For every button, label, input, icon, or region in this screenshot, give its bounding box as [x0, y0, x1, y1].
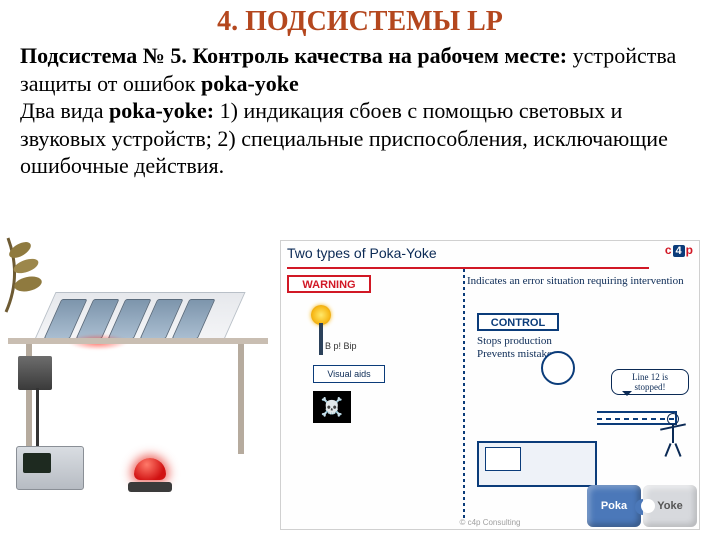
c4p-logo: c4p: [665, 243, 693, 257]
visual-aids-label: Visual aids: [313, 365, 385, 383]
device-rack: [32, 292, 245, 344]
siren-icon: [128, 458, 172, 492]
beacon-light-icon: [311, 305, 331, 325]
line2a: Два вида: [20, 98, 109, 123]
warning-label: WARNING: [287, 275, 371, 293]
body-text: Подсистема № 5. Контроль качества на раб…: [0, 38, 720, 180]
line2b: poka-yoke:: [109, 98, 214, 123]
figure-area: Two types of Poka-Yoke c4p WARNING Indic…: [20, 240, 700, 530]
machine-roll-icon: [541, 351, 575, 385]
diagram-title: Two types of Poka-Yoke: [287, 245, 437, 261]
conveyor-icon: [597, 411, 677, 425]
machine-screen: [485, 447, 521, 471]
operator-icon: [667, 413, 679, 443]
speech-bubble: Line 12 is stopped!: [611, 369, 689, 395]
machine-base: [477, 441, 597, 487]
red-underline: [287, 267, 649, 269]
table-leg: [238, 344, 244, 454]
slide-title: 4. ПОДСИСТЕМЫ LP: [0, 0, 720, 38]
left-illustration: [8, 268, 308, 498]
control-label: CONTROL: [477, 313, 559, 331]
attribution: © c4p Consulting: [281, 518, 699, 527]
machine-sketch: Line 12 is stopped!: [477, 377, 687, 487]
poka-yoke-diagram: Two types of Poka-Yoke c4p WARNING Indic…: [280, 240, 700, 530]
sensor-box: [18, 356, 52, 390]
cable: [36, 388, 39, 450]
vertical-separator: [463, 269, 465, 519]
meter-device: [16, 446, 84, 490]
skull-flag-icon: ☠️: [313, 391, 351, 423]
lead-bold: Подсистема № 5. Контроль качества на раб…: [20, 43, 567, 68]
bip-label: B p! Bip: [325, 341, 357, 351]
lead-term: poka-yoke: [201, 71, 299, 96]
control-desc: Stops productionPrevents mistakes: [477, 335, 687, 361]
table-top: [8, 338, 268, 344]
warning-desc: Indicates an error situation requiring i…: [467, 275, 687, 288]
